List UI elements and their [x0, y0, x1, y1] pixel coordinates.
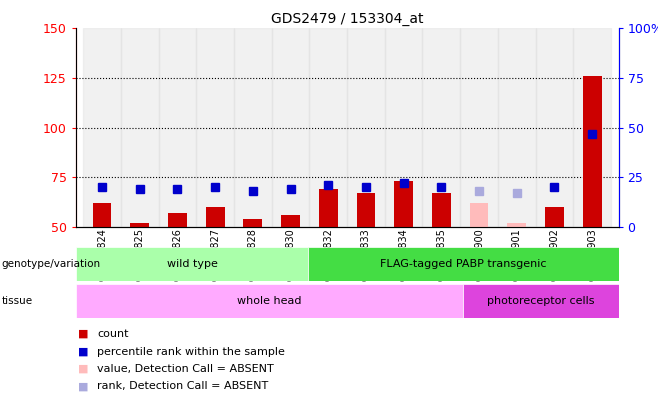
- Bar: [498, 28, 536, 227]
- Bar: [309, 247, 619, 281]
- Text: genotype/variation: genotype/variation: [1, 259, 101, 269]
- Title: GDS2479 / 153304_at: GDS2479 / 153304_at: [271, 12, 423, 26]
- Bar: [281, 215, 300, 227]
- Bar: [130, 223, 149, 227]
- Bar: [121, 28, 159, 227]
- Bar: [319, 189, 338, 227]
- Bar: [583, 76, 601, 227]
- Bar: [507, 223, 526, 227]
- Text: ■: ■: [78, 329, 88, 339]
- Bar: [536, 28, 573, 227]
- Text: ■: ■: [78, 347, 88, 356]
- Bar: [206, 207, 224, 227]
- Text: percentile rank within the sample: percentile rank within the sample: [97, 347, 286, 356]
- Bar: [573, 28, 611, 227]
- Text: ■: ■: [78, 382, 88, 391]
- Bar: [234, 28, 272, 227]
- Bar: [463, 284, 619, 318]
- Text: ■: ■: [78, 364, 88, 374]
- Bar: [93, 203, 111, 227]
- Bar: [76, 284, 463, 318]
- Bar: [347, 28, 385, 227]
- Bar: [83, 28, 121, 227]
- Bar: [545, 207, 564, 227]
- Bar: [470, 203, 488, 227]
- Bar: [272, 28, 309, 227]
- Bar: [159, 28, 196, 227]
- Bar: [243, 219, 263, 227]
- Bar: [76, 247, 309, 281]
- Text: whole head: whole head: [238, 296, 302, 306]
- Bar: [309, 28, 347, 227]
- Bar: [196, 28, 234, 227]
- Bar: [357, 193, 375, 227]
- Text: tissue: tissue: [1, 296, 32, 306]
- Bar: [422, 28, 460, 227]
- Text: FLAG-tagged PABP transgenic: FLAG-tagged PABP transgenic: [380, 259, 547, 269]
- Bar: [385, 28, 422, 227]
- Text: photoreceptor cells: photoreceptor cells: [487, 296, 595, 306]
- Text: wild type: wild type: [166, 259, 217, 269]
- Text: rank, Detection Call = ABSENT: rank, Detection Call = ABSENT: [97, 382, 268, 391]
- Bar: [460, 28, 498, 227]
- Bar: [394, 181, 413, 227]
- Bar: [432, 193, 451, 227]
- Bar: [168, 213, 187, 227]
- Text: count: count: [97, 329, 129, 339]
- Text: value, Detection Call = ABSENT: value, Detection Call = ABSENT: [97, 364, 274, 374]
